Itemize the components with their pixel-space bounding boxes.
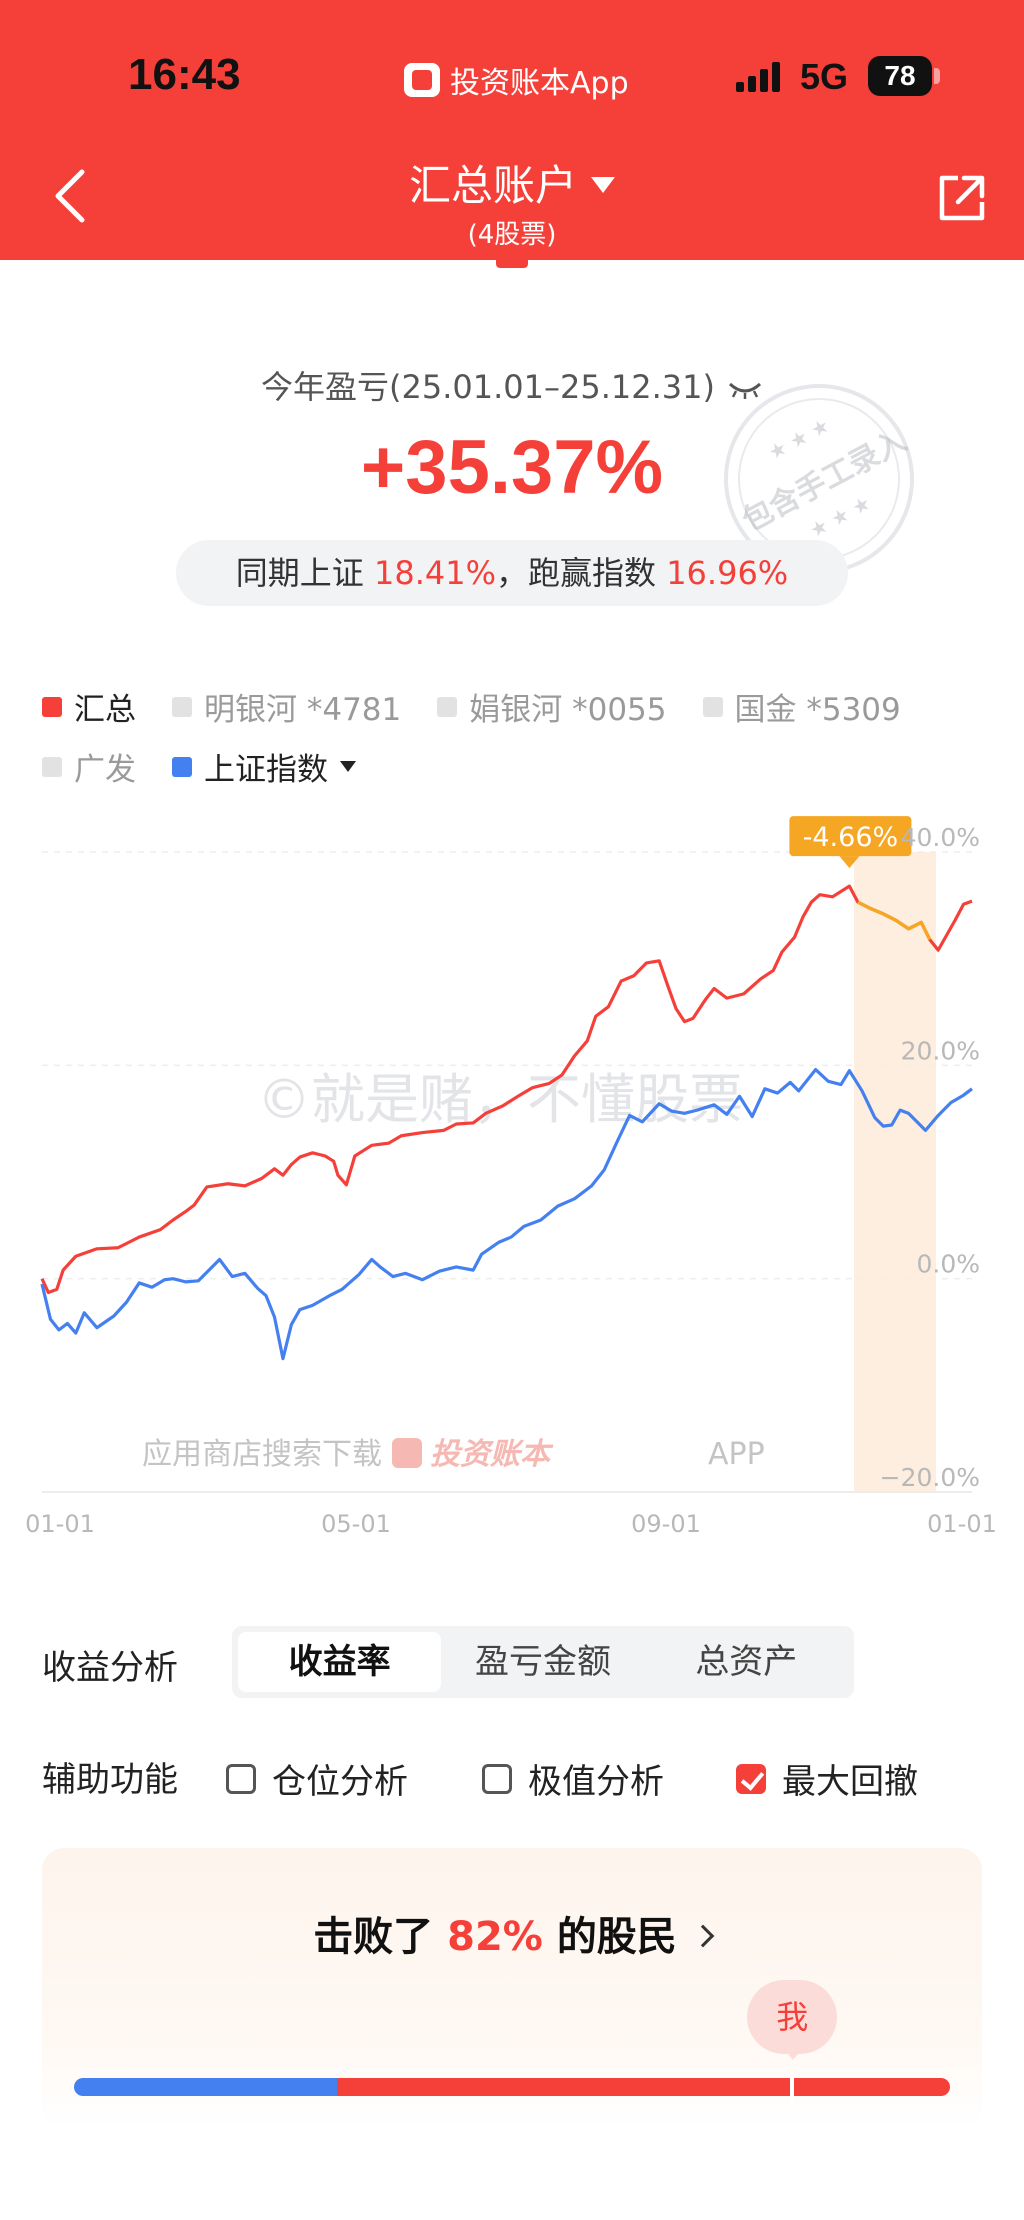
- header-bar: 16:43 投资账本App 5G 78 汇总账户 (4股票): [0, 0, 1024, 260]
- checkbox-checked-icon: [736, 1763, 766, 1794]
- legend-item-summary[interactable]: 汇总: [42, 684, 136, 729]
- y-tick-label: −20.0%: [880, 1463, 980, 1492]
- index-return-value: 18.41%: [373, 554, 496, 592]
- share-icon: [939, 175, 985, 221]
- download-brand: 投资账本: [430, 1437, 554, 1472]
- beat-percent: 82%: [447, 1914, 543, 1960]
- header-indicator: [496, 258, 528, 268]
- compare-prefix: 同期上证: [235, 554, 364, 592]
- extreme-analysis-checkbox[interactable]: 极值分析: [482, 1754, 664, 1803]
- legend-row-2: 广发 上证指数: [42, 744, 392, 789]
- tab-pnl-amount[interactable]: 盈亏金额: [474, 1642, 611, 1682]
- ytd-label: 今年盈亏(25.01.01–25.12.31): [0, 362, 1024, 408]
- x-tick-label: 01-01: [25, 1510, 95, 1538]
- legend-item-account-4781[interactable]: 明银河 *4781: [172, 684, 401, 729]
- analysis-label: 收益分析: [42, 1648, 178, 1688]
- series-line-summary: [40, 884, 973, 1295]
- rank-bar: [74, 2078, 950, 2096]
- page-subtitle: (4股票): [467, 220, 557, 250]
- legend-item-shanghai-index[interactable]: 上证指数: [172, 744, 356, 789]
- y-tick-label: 0.0%: [916, 1250, 980, 1279]
- tab-return-rate[interactable]: 收益率: [238, 1632, 442, 1692]
- aux-label: 辅助功能: [42, 1760, 178, 1800]
- status-time: 16:43: [128, 50, 241, 99]
- x-tick-label: 09-01: [631, 1510, 701, 1538]
- legend-row-1: 汇总 明银河 *4781 娟银河 *0055 国金 *5309: [42, 684, 937, 729]
- legend-label: 明银河 *4781: [204, 692, 402, 728]
- back-button[interactable]: [46, 160, 98, 232]
- index-comparison: 同期上证 18.41%，跑赢指数 16.96%: [176, 540, 848, 606]
- status-app-name: 投资账本App: [450, 66, 629, 101]
- me-marker-bubble: 我: [747, 1980, 838, 2060]
- drawdown-label-box: [789, 816, 912, 857]
- compare-mid: ，跑赢指数: [496, 554, 657, 592]
- legend-swatch: [172, 756, 192, 777]
- legend-item-guangfa[interactable]: 广发: [42, 744, 136, 789]
- legend-swatch: [42, 756, 62, 777]
- tab-total-assets[interactable]: 总资产: [695, 1642, 798, 1682]
- beat-investors-card: 击败了 82% 的股民 我: [42, 1848, 982, 2128]
- battery-tip: [934, 68, 940, 84]
- caret-down-icon: [340, 761, 356, 772]
- legend-item-account-5309[interactable]: 国金 *5309: [702, 684, 901, 729]
- x-tick-label: 01-01: [927, 1510, 997, 1538]
- max-drawdown-checkbox[interactable]: 最大回撤: [736, 1754, 918, 1803]
- analysis-tabs: 收益率 盈亏金额 总资产: [232, 1626, 854, 1698]
- beat-suffix: 的股民: [556, 1914, 677, 1960]
- app-logo-icon: [404, 63, 440, 97]
- chart-watermark: ©就是赌，不懂股票: [257, 1068, 743, 1131]
- drawdown-line: [857, 900, 932, 941]
- rank-bar-marker: [790, 2072, 795, 2102]
- drawdown-label-pointer: [839, 856, 860, 869]
- legend-swatch: [42, 696, 62, 717]
- share-button[interactable]: [936, 172, 988, 224]
- y-tick-label: 20.0%: [901, 1036, 980, 1065]
- legend-swatch: [437, 696, 458, 717]
- drawdown-band: [854, 852, 936, 1492]
- signal-icon: [736, 60, 786, 92]
- legend-item-account-0055[interactable]: 娟银河 *0055: [437, 684, 667, 729]
- download-hint: 应用商店搜索下载: [142, 1437, 382, 1472]
- caret-down-icon: [591, 176, 615, 193]
- ytd-return-value: +35.37%: [360, 425, 664, 510]
- legend-label: 国金 *5309: [734, 692, 901, 728]
- checkbox-box: [482, 1763, 512, 1794]
- legend-label: 广发: [74, 752, 136, 788]
- chevron-left-icon: [55, 169, 85, 223]
- series-line-shanghai-index: [40, 1068, 973, 1361]
- checkbox-label: 极值分析: [528, 1762, 664, 1802]
- download-logo-icon: [392, 1438, 422, 1468]
- checkbox-box: [226, 1763, 256, 1794]
- legend-label: 汇总: [74, 692, 136, 728]
- legend-label: 娟银河 *0055: [469, 692, 667, 728]
- legend-swatch: [702, 696, 723, 717]
- battery-icon: 78: [868, 56, 932, 96]
- eye-closed-icon[interactable]: [727, 370, 763, 408]
- beat-investors-link[interactable]: 击败了 82% 的股民: [42, 1904, 982, 1962]
- rank-bar-red: [336, 2078, 950, 2096]
- legend-swatch: [172, 696, 192, 717]
- legend-label: 上证指数: [204, 752, 328, 788]
- position-analysis-checkbox[interactable]: 仓位分析: [226, 1754, 408, 1803]
- account-selector[interactable]: 汇总账户: [0, 152, 1024, 213]
- rank-bar-blue: [74, 2078, 337, 2096]
- download-suffix: APP: [708, 1437, 765, 1472]
- beat-prefix: 击败了: [313, 1914, 434, 1960]
- x-tick-label: 05-01: [321, 1510, 391, 1538]
- ytd-period-text: 今年盈亏(25.01.01–25.12.31): [261, 368, 715, 406]
- y-tick-label: 40.0%: [901, 823, 980, 852]
- excess-return-value: 16.96%: [666, 554, 789, 592]
- chevron-right-icon: [691, 1924, 715, 1948]
- checkbox-label: 最大回撤: [782, 1762, 918, 1802]
- status-app-return[interactable]: 投资账本App: [404, 58, 629, 102]
- network-type: 5G: [800, 56, 849, 97]
- drawdown-label: -4.66%: [803, 822, 899, 853]
- checkbox-label: 仓位分析: [272, 1762, 408, 1802]
- page-title: 汇总账户: [408, 161, 577, 210]
